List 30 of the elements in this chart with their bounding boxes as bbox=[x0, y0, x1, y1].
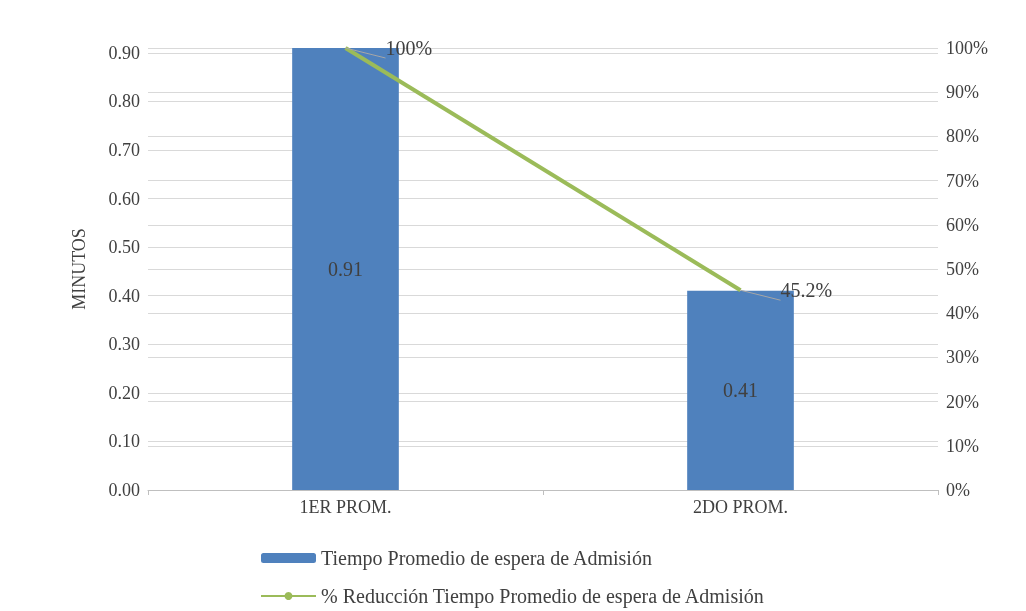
y2-tick-label: 0% bbox=[946, 480, 970, 500]
y2-tick-label: 50% bbox=[946, 259, 979, 279]
y-tick-label: 0.80 bbox=[108, 91, 140, 112]
y-tick-label: 0.70 bbox=[108, 140, 140, 160]
y2-tick-label: 10% bbox=[946, 435, 979, 456]
y-tick-label: 0.10 bbox=[108, 431, 140, 452]
y-tick-label: 0.40 bbox=[108, 285, 140, 306]
y-tick-label: 0.20 bbox=[108, 382, 140, 403]
x-tick-label: 2DO PROM. bbox=[692, 497, 789, 517]
y2-tick-label: 20% bbox=[946, 391, 979, 412]
y2-tick-label: 70% bbox=[946, 170, 979, 191]
y2-tick-label: 30% bbox=[946, 347, 979, 368]
y-tick-label: 0.00 bbox=[108, 480, 140, 500]
y-tick-label: 0.30 bbox=[108, 334, 140, 355]
y-axis-title: MINUTOS bbox=[69, 228, 89, 310]
legend-label: Tiempo Promedio de espera de Admisión bbox=[321, 547, 652, 570]
y-tick-label: 0.60 bbox=[108, 188, 140, 209]
y-tick-label: 0.90 bbox=[108, 42, 140, 63]
x-tick-label: 1ER PROM. bbox=[299, 497, 392, 517]
y2-tick-label: 100% bbox=[946, 38, 988, 58]
y2-tick-label: 40% bbox=[946, 303, 979, 324]
data-label: 0.91 bbox=[328, 258, 363, 280]
data-label: 0.41 bbox=[723, 379, 758, 402]
data-label: 100% bbox=[385, 37, 433, 59]
legend-label: % Reducción Tiempo Promedio de espera de Admisión bbox=[321, 585, 764, 608]
data-label: 45.2% bbox=[780, 279, 833, 302]
y2-tick-label: 60% bbox=[946, 214, 979, 235]
y2-tick-label: 80% bbox=[946, 126, 979, 147]
y-tick-label: 0.50 bbox=[108, 237, 140, 258]
y2-tick-label: 90% bbox=[946, 82, 979, 103]
